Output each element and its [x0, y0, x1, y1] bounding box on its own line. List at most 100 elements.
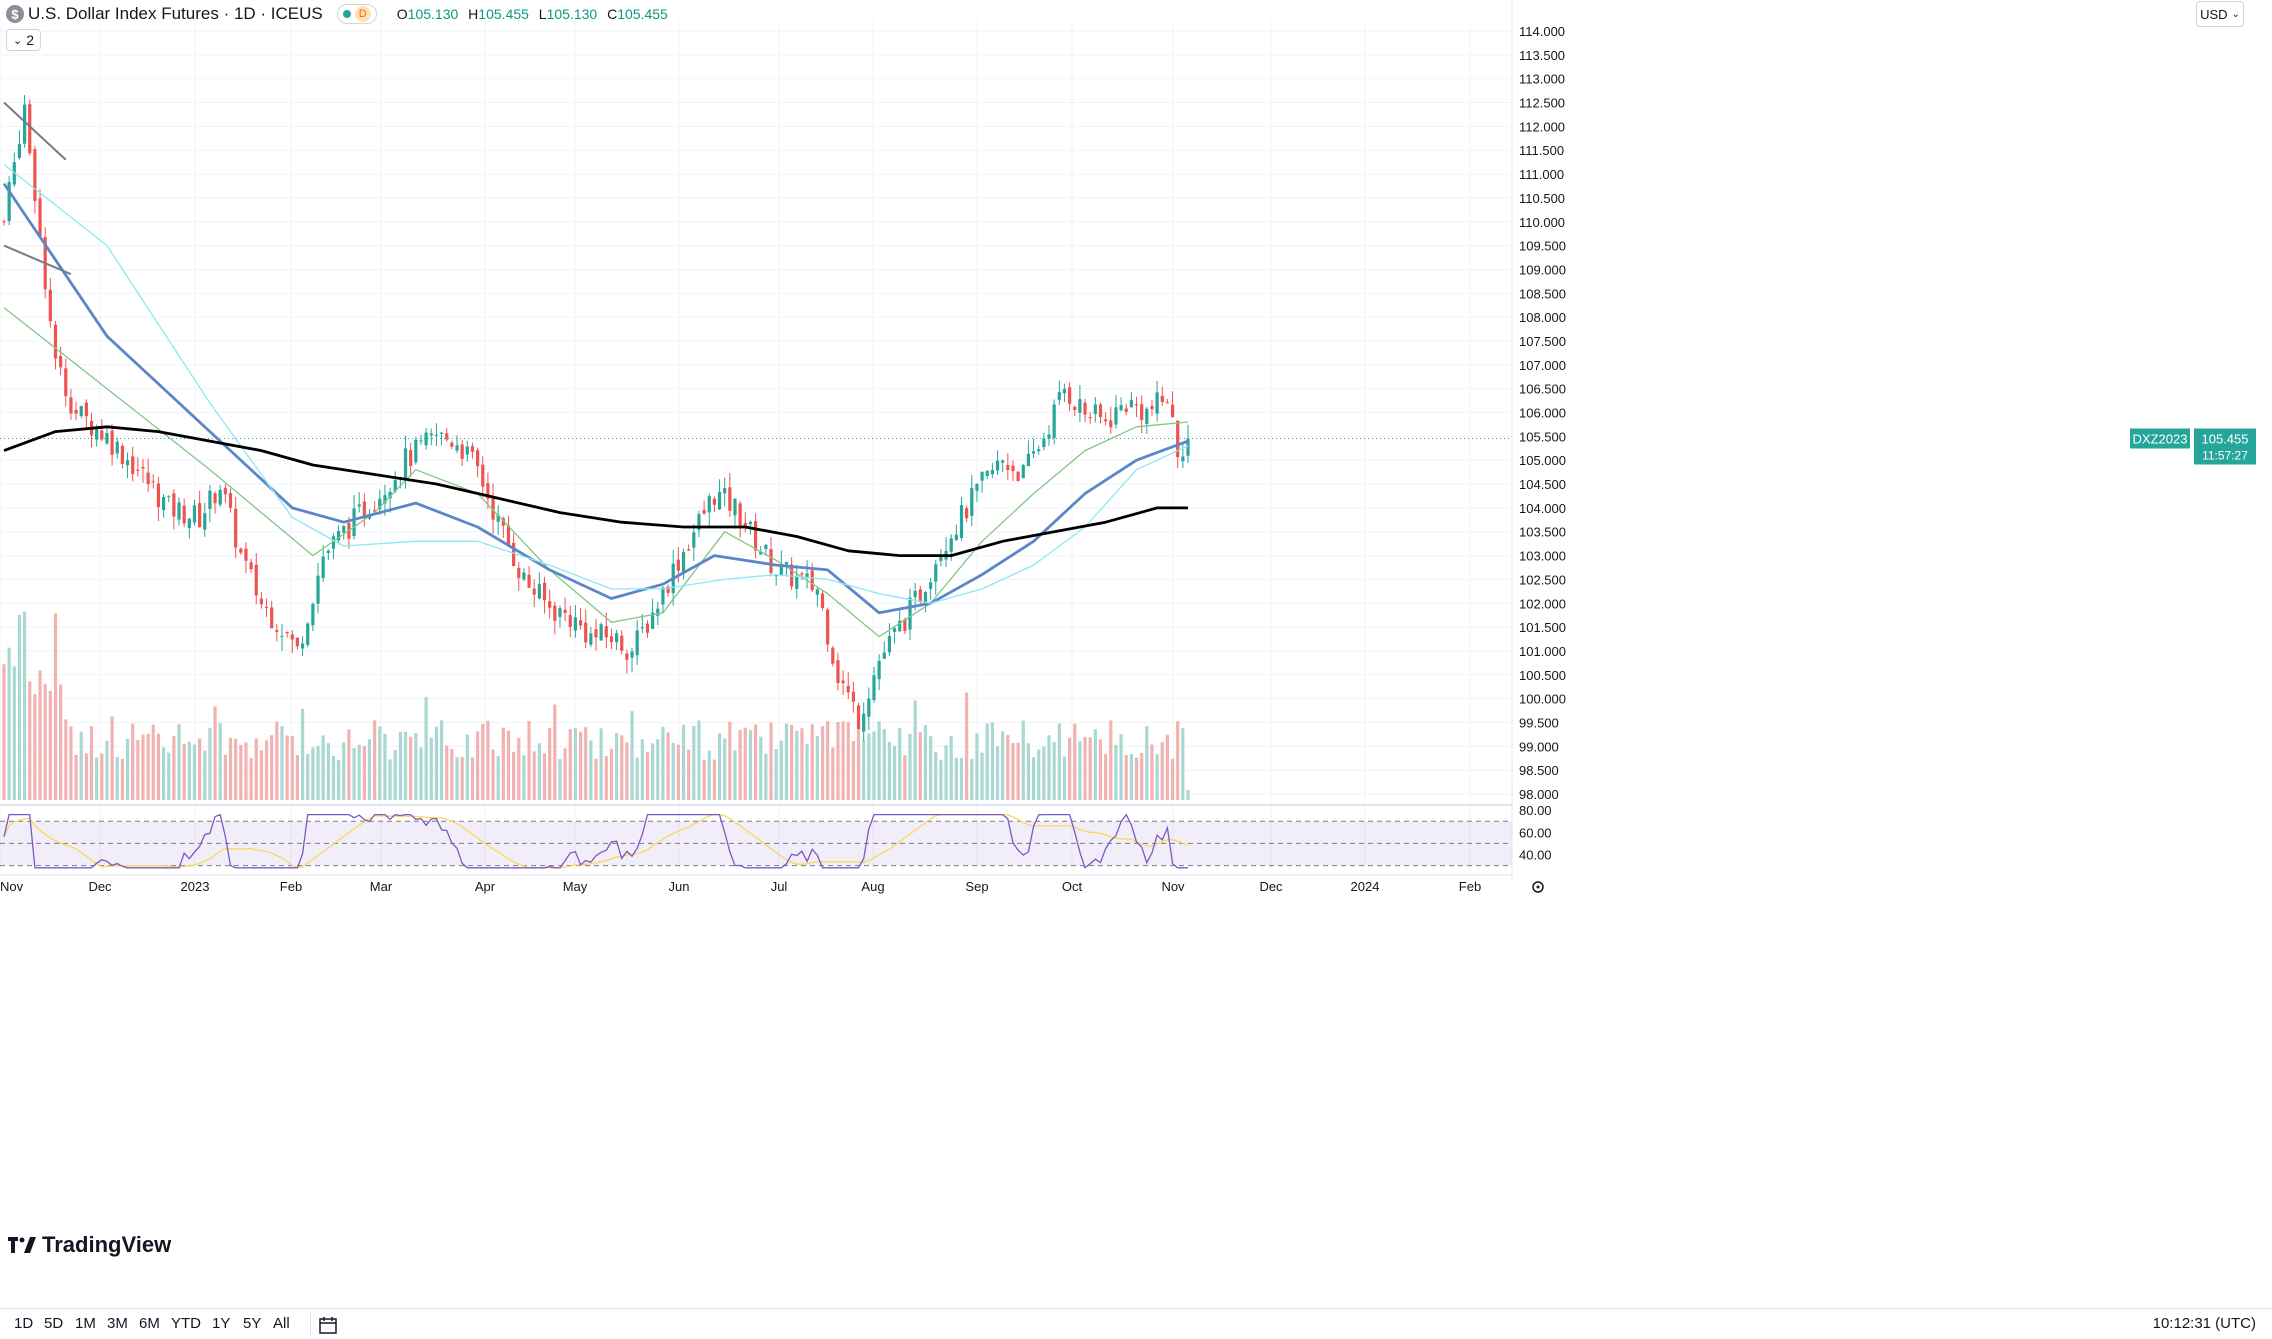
symbol-title[interactable]: U.S. Dollar Index Futures · 1D · ICEUS [28, 4, 323, 23]
utc-clock[interactable]: 10:12:31 (UTC) [2152, 1315, 2256, 1332]
candle-body [1047, 434, 1051, 439]
volume-bar [79, 731, 83, 800]
volume-bar [1021, 720, 1025, 800]
volume-bar [512, 751, 516, 800]
volume-bar [558, 759, 562, 800]
volume-bar [203, 750, 207, 800]
timeframe-6m-button[interactable]: 6M [139, 1315, 160, 1332]
candle-body [939, 555, 943, 561]
trend-line[interactable] [3, 101, 67, 161]
price-tick-label: 110.500 [1519, 191, 1565, 206]
price-tick-label: 105.500 [1519, 429, 1566, 444]
currency-selector[interactable]: USD ⌄ [2196, 1, 2244, 27]
volume-bar [373, 720, 377, 800]
timeframe-5y-button[interactable]: 5Y [243, 1315, 262, 1332]
candle-body [64, 368, 68, 397]
candle-body [1021, 465, 1025, 479]
candle-body [862, 713, 866, 732]
candle-body [285, 631, 289, 634]
candle-body [609, 636, 614, 643]
volume-bar [810, 724, 814, 800]
candle-body [1068, 387, 1072, 404]
volume-bars [2, 611, 1190, 800]
volume-bar [856, 724, 861, 800]
time-axis[interactable]: Nov Dec 2023 Feb Mar Apr May Jun Jul Aug Sep Oct Nov… [0, 874, 1544, 894]
volume-bar [939, 759, 943, 800]
candle-body [568, 615, 572, 627]
volume-bar [846, 722, 850, 800]
timeframe-1y-button[interactable]: 1Y [212, 1315, 231, 1332]
volume-bar [439, 720, 444, 800]
volume-bar [800, 728, 804, 800]
timeframe-ytd-button[interactable]: YTD [171, 1315, 201, 1332]
price-tick-label: 110.000 [1519, 215, 1565, 230]
volume-bar [918, 732, 922, 800]
volume-bar [661, 726, 665, 800]
candle-body [980, 471, 984, 481]
candle-body [172, 493, 176, 517]
candle-body [635, 630, 639, 656]
price-chart[interactable]: 80.00 60.00 40.00 114.000 113.500 113.000 112… [0, 0, 2272, 1308]
candle-body [578, 620, 583, 626]
volume-bar [851, 741, 855, 800]
candle-body [882, 652, 886, 659]
trend-line[interactable] [3, 244, 72, 276]
indicators-toggle-button[interactable]: ⌄ 2 [6, 29, 42, 51]
volume-bar [651, 743, 655, 800]
candle-body [378, 498, 382, 510]
volume-bar [136, 740, 140, 800]
timeframe-1d-button[interactable]: 1D [14, 1315, 34, 1332]
candle-body [146, 472, 150, 485]
volume-bar [645, 752, 650, 800]
volume-bar [1170, 758, 1175, 800]
volume-bar [1129, 753, 1133, 800]
candle-body [614, 633, 619, 643]
candle-body [975, 484, 979, 491]
gear-icon[interactable] [1532, 881, 1544, 893]
volume-bar [347, 729, 351, 800]
candle-body [887, 635, 892, 653]
volume-bar [445, 745, 449, 800]
low-label: L [538, 6, 547, 22]
volume-bar [110, 716, 114, 800]
candle-body [1098, 404, 1103, 418]
market-status[interactable]: D [336, 4, 377, 24]
candle-body [321, 556, 325, 579]
volume-bar [1114, 744, 1118, 800]
timeframe-1m-button[interactable]: 1M [75, 1315, 96, 1332]
volume-bar [805, 743, 809, 800]
volume-bar [620, 735, 624, 800]
candle-body [1145, 408, 1149, 424]
close-value: 105.455 [617, 6, 668, 22]
candle-body [1093, 404, 1097, 414]
calendar-range-icon[interactable] [318, 1315, 340, 1335]
candle-body [95, 428, 99, 440]
volume-bar [254, 738, 258, 800]
timeframe-5d-button[interactable]: 5D [44, 1315, 64, 1332]
price-tick-label: 99.000 [1519, 739, 1559, 754]
volume-bar [1031, 757, 1036, 800]
candle-body [100, 430, 104, 440]
candle-body [136, 469, 140, 471]
time-tick-label: Aug [861, 879, 884, 894]
symbol-tag-bg [2130, 428, 2190, 449]
timeframe-3m-button[interactable]: 3M [107, 1315, 128, 1332]
candle-body [748, 521, 753, 525]
volume-bar [1165, 734, 1170, 800]
candle-body [295, 637, 300, 647]
candle-body [198, 503, 202, 528]
volume-bar [403, 731, 408, 800]
candle-body [553, 605, 557, 621]
volume-bar [640, 739, 644, 800]
open-value: 105.130 [407, 6, 459, 22]
volume-bar [795, 730, 799, 800]
candle-body [1129, 399, 1133, 408]
volume-bar [887, 741, 892, 800]
trend-lines[interactable] [3, 101, 72, 276]
candle-body [779, 564, 783, 575]
candle-body [115, 441, 119, 454]
timeframe-all-button[interactable]: All [273, 1315, 290, 1332]
candle-body [949, 538, 953, 552]
price-axis[interactable]: 114.000 113.500 113.000 112.500 112.000 111.5… [1511, 0, 1566, 880]
volume-bar [213, 706, 217, 800]
